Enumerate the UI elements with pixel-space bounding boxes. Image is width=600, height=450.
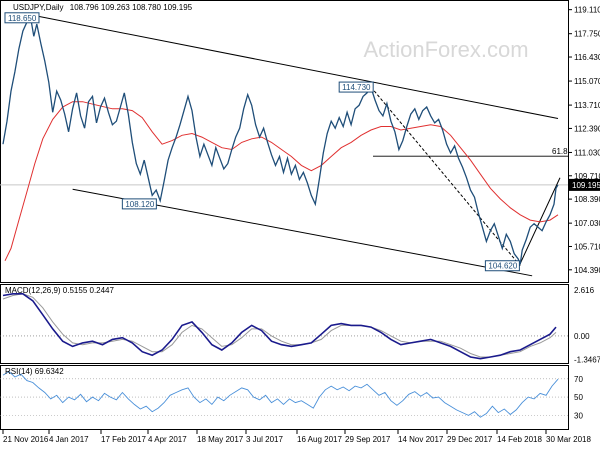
chart-title: USDJPY,Daily 108.796 109.263 108.780 109… [13,3,193,12]
rising-support-line [517,177,561,269]
price-tick-label: 116.430 [574,53,600,62]
x-tick-label: 14 Nov 2017 [398,435,444,444]
rsi-line [2,370,559,418]
macd-tick-label: 0.00 [574,332,590,341]
chart-title-symbol: USDJPY,Daily [13,3,64,12]
x-tick-label: 3 Jul 2017 [246,435,283,444]
ohlc-values: 108.796 109.263 108.780 109.195 [70,3,193,12]
price-tick-label: 119.110 [574,6,600,15]
x-tick-label: 17 Feb 2017 [101,435,146,444]
x-tick-label: 16 Aug 2017 [297,435,342,444]
macd-tick-label: -1.3467 [574,356,600,365]
price-tick-label: 115.070 [574,77,600,86]
rsi-tick-label: 30 [574,411,583,420]
price-tick-label: 117.750 [574,30,600,39]
current-price-box [569,178,600,191]
price-tick-label: 105.710 [574,242,600,251]
current-price-label: 109.195 [572,181,600,190]
x-tick-label: 18 May 2017 [197,435,244,444]
price-tick-label: 108.390 [574,195,600,204]
price-tick-label: 109.710 [574,172,600,181]
annotation-box [121,198,157,210]
watermark: ActionForex.com [363,37,528,62]
annotation-label: 114.730 [342,83,371,92]
x-tick-label: 14 Feb 2018 [497,435,542,444]
annotation-label: 118.650 [8,14,37,23]
price-tick-label: 111.030 [574,148,600,157]
x-tick-label: 4 Apr 2017 [148,435,187,444]
price-series-line [2,17,559,265]
rsi-title: RSI(14) 69.6342 [5,367,64,376]
macd-line [2,292,557,360]
macd-signal-line [2,293,557,358]
annotation-box [484,260,520,272]
x-tick-label: 29 Sep 2017 [345,435,391,444]
price-y-axis-ticks: 119.110 117.750 116.430 115.070 113.710 112.3… [0,6,600,275]
x-tick-label: 21 Nov 2016 [3,435,49,444]
macd-pane: 2.616 0.00 -1.3467 [0,286,600,365]
price-tick-label: 112.390 [574,124,600,133]
annotation-box [4,12,40,24]
x-tick-label: 30 Mar 2018 [546,435,591,444]
x-axis-ticks: 21 Nov 2016 4 Jan 2017 17 Feb 2017 4 Apr 20… [2,430,591,444]
rsi-tick-label: 70 [574,375,583,384]
macd-tick-label: 2.616 [574,286,595,295]
rsi-tick-label: 50 [574,393,583,402]
upper-channel-line [27,13,559,120]
price-tick-label: 107.030 [574,219,600,228]
x-tick-label: 4 Jan 2017 [49,435,89,444]
price-pane-border [0,0,569,283]
ma-series-line [4,101,559,262]
price-tick-label: 104.390 [574,266,600,275]
annotation-box [338,81,374,93]
dashed-fib-line [370,86,521,267]
price-annotations: 118.650 108.120 114.730 104.620 [4,12,520,272]
moving-average-line [4,101,559,262]
price-tick-label: 113.710 [574,101,600,110]
annotation-label: 104.620 [488,262,517,271]
price-line [2,17,559,265]
annotation-label: 108.120 [125,200,154,209]
macd-pane-border [0,284,569,364]
rsi-pane: 70 50 30 [0,370,583,420]
rsi-pane-border [0,365,569,430]
macd-title: MACD(12,26,9) 0.5155 0.2447 [5,286,115,295]
x-tick-label: 29 Dec 2017 [447,435,493,444]
fib-618-label: 61.8 [552,147,568,156]
